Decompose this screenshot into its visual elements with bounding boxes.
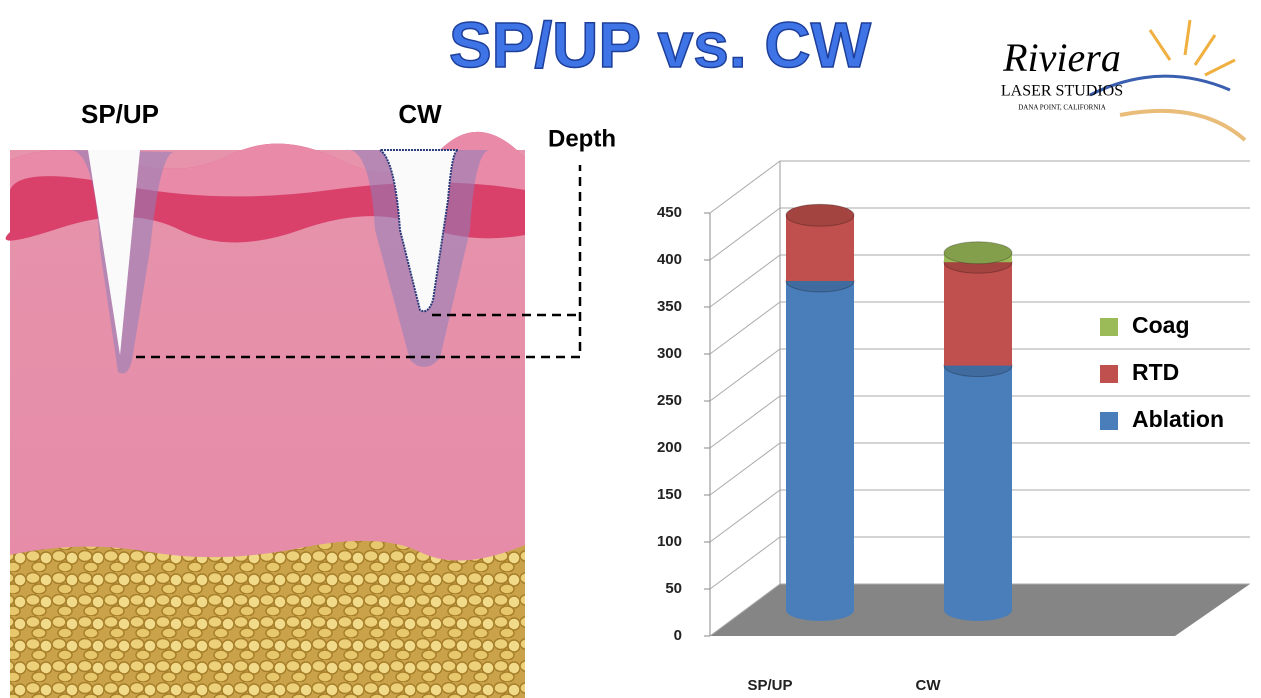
bar-segment	[943, 250, 1013, 366]
logo: Riviera LASER STUDIOS DANA POINT, CALIFO…	[1001, 19, 1247, 142]
logo-name: Riviera	[1002, 35, 1121, 80]
illustration-label: CW	[398, 99, 442, 129]
illustration-label: SP/UP	[81, 99, 159, 129]
y-tick-label: 450	[657, 204, 682, 221]
bar-segment	[943, 241, 1013, 265]
y-tick-label: 50	[665, 580, 682, 597]
bar-body	[786, 281, 854, 610]
y-tick-label: 150	[657, 486, 682, 503]
bar-segment	[785, 269, 855, 621]
logo-location: DANA POINT, CALIFORNIA	[1018, 104, 1106, 112]
grid-line	[709, 489, 1250, 543]
grid-line	[709, 348, 1250, 402]
legend-swatch	[1100, 318, 1118, 336]
depth-label: Depth	[548, 125, 616, 152]
bar-top	[943, 241, 1013, 265]
grid-line	[709, 442, 1250, 496]
chart-title: SP/UP vs. CW	[449, 9, 872, 81]
grid-line	[709, 160, 1250, 214]
bar-body	[944, 262, 1012, 366]
grid-line	[709, 301, 1250, 355]
grid-line	[709, 536, 1250, 590]
bar-top	[785, 203, 855, 227]
grid-line	[709, 254, 1250, 308]
y-tick-label: 250	[657, 392, 682, 409]
skin-illustration: SP/UP CW Depth	[5, 99, 616, 698]
y-tick-label: 100	[657, 533, 682, 550]
bar-segment	[785, 203, 855, 281]
y-tick-label: 350	[657, 298, 682, 315]
y-tick-label: 200	[657, 439, 682, 456]
grid-line	[709, 583, 1250, 637]
legend-label: Coag	[1132, 312, 1190, 338]
bar-segment	[943, 354, 1013, 621]
grid-line	[709, 395, 1250, 449]
y-tick-label: 300	[657, 345, 682, 362]
x-tick-label: SP/UP	[747, 677, 792, 694]
legend-swatch	[1100, 412, 1118, 430]
x-tick-label: CW	[916, 677, 942, 694]
legend-label: Ablation	[1132, 406, 1224, 432]
chart: 0 50 100 150 200 250 300 350 400 450 SP/UP CW Coag RT…	[657, 160, 1250, 694]
y-tick-label: 400	[657, 251, 682, 268]
y-tick-label: 0	[674, 627, 682, 644]
legend-label: RTD	[1132, 359, 1179, 385]
logo-subtitle: LASER STUDIOS	[1001, 83, 1123, 100]
grid-line	[709, 207, 1250, 261]
legend-swatch	[1100, 365, 1118, 383]
bar-body	[944, 365, 1012, 610]
